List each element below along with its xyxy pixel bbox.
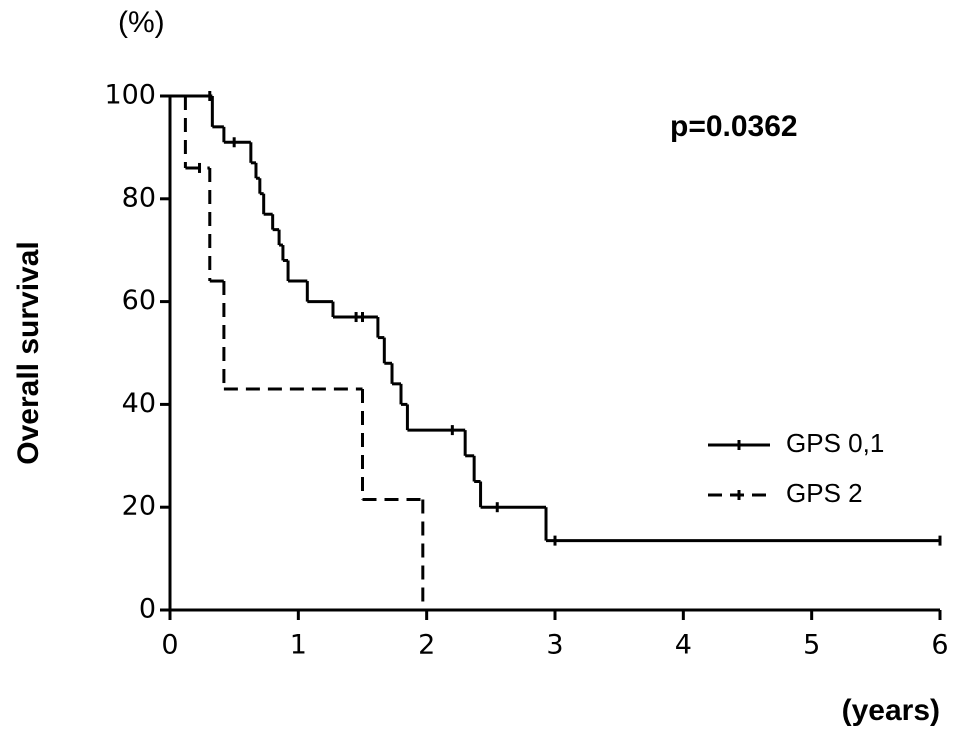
y-tick-label: 20 <box>122 491 156 522</box>
x-tick-label: 0 <box>161 630 178 661</box>
y-axis-label: Overall survival <box>12 241 45 464</box>
x-tick-label: 6 <box>931 630 948 661</box>
y-tick-label: 60 <box>122 285 156 316</box>
x-tick-label: 4 <box>675 630 692 661</box>
x-tick-label: 3 <box>546 630 563 661</box>
y-tick-label: 0 <box>139 594 156 625</box>
x-tick-label: 2 <box>418 630 435 661</box>
x-tick-label: 1 <box>290 630 307 661</box>
legend-label: GPS 0,1 <box>786 428 884 458</box>
p-value: p=0.0362 <box>670 110 798 143</box>
y-unit-label: (%) <box>118 6 165 39</box>
y-tick-label: 40 <box>122 388 156 419</box>
x-tick-label: 5 <box>803 630 820 661</box>
y-tick-label: 80 <box>122 182 156 213</box>
x-unit-label: (years) <box>842 694 940 727</box>
y-tick-label: 100 <box>104 80 156 111</box>
legend-label: GPS 2 <box>786 478 863 508</box>
